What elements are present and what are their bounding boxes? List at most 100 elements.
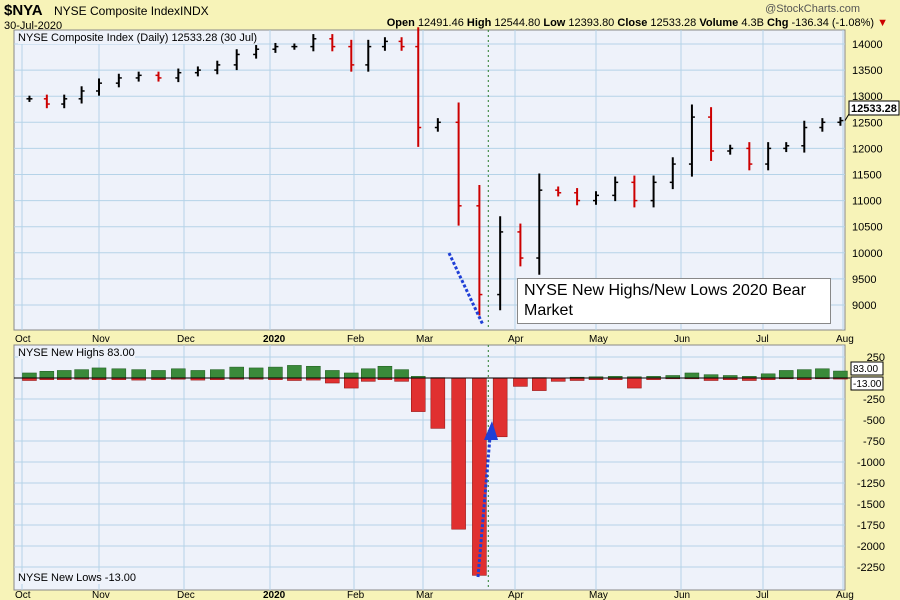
y-tick-label: -750 — [863, 436, 885, 448]
last-price-pointer — [844, 113, 850, 121]
new-highs-bar — [210, 369, 225, 379]
new-lows-bar — [394, 377, 409, 382]
new-highs-bar — [190, 370, 206, 379]
low-label: Low — [543, 17, 566, 29]
new-highs-bar — [325, 370, 340, 379]
new-highs-bar — [229, 366, 244, 379]
volume-value: 4.3B — [741, 17, 764, 29]
last-lows-box — [850, 376, 884, 391]
y-tick-label: 14000 — [852, 39, 883, 51]
new-highs-bar — [797, 369, 812, 379]
close-label: Close — [617, 17, 648, 29]
new-lows-bar — [513, 377, 528, 387]
breadth-panel — [13, 344, 846, 591]
down-arrow-icon: ▼ — [877, 17, 888, 29]
new-highs-bar — [344, 372, 359, 379]
last-highs-label: 83.00 — [853, 364, 878, 375]
x-tick-label: Apr — [508, 334, 524, 345]
y-tick-label: -1250 — [857, 478, 885, 490]
x-tick-label: Nov — [92, 334, 110, 345]
new-highs-bar — [394, 369, 409, 379]
new-lows-bar — [344, 377, 359, 389]
new-highs-bar — [131, 369, 146, 379]
x-tick-label: May — [589, 590, 608, 600]
x-tick-label: 2020 — [263, 334, 286, 345]
new-highs-bar — [268, 366, 283, 379]
y-tick-label: -250 — [863, 394, 885, 406]
new-highs-bar — [287, 365, 302, 379]
volume-label: Volume — [699, 17, 739, 29]
new-highs-bar — [377, 365, 393, 379]
new-highs-bar — [248, 367, 264, 379]
y-tick-label: 9000 — [852, 300, 876, 312]
new-lows-bar — [627, 377, 642, 389]
y-tick-label: 9500 — [852, 274, 876, 286]
new-highs-bar — [833, 370, 848, 379]
new-lows-bar — [550, 377, 566, 382]
y-tick-label: 13000 — [852, 91, 883, 103]
open-value: 12491.46 — [417, 17, 464, 29]
y-tick-label: -2250 — [857, 562, 885, 574]
new-highs-bar — [760, 373, 776, 379]
new-highs-bar — [703, 374, 719, 379]
brand-logo: @StockCharts.com — [765, 3, 860, 15]
x-tick-label: Feb — [347, 590, 365, 600]
last-price-box — [848, 100, 900, 116]
new-lows-bar — [532, 377, 547, 391]
x-tick-label: Mar — [416, 334, 434, 345]
lows-legend: NYSE New Lows -13.00 — [18, 572, 136, 584]
exchange: INDX — [180, 4, 209, 18]
high-value: 12544.80 — [494, 17, 541, 29]
index-name: NYSE Composite Index — [54, 4, 181, 18]
new-highs-bar — [684, 372, 700, 379]
new-lows-bar — [410, 377, 426, 412]
new-highs-bar — [815, 368, 830, 379]
y-tick-label: 11500 — [852, 170, 882, 182]
new-highs-bar — [74, 369, 89, 379]
x-tick-label: May — [589, 334, 608, 345]
last-lows-label: -13.00 — [853, 379, 882, 390]
y-tick-label: -500 — [863, 415, 885, 427]
x-tick-label: Jun — [674, 590, 690, 600]
x-tick-label: Jul — [756, 334, 769, 345]
new-lows-bar — [451, 377, 466, 530]
quote-line: Open 12491.46 High 12544.80 Low 12393.80… — [387, 17, 888, 29]
y-tick-label: 13500 — [852, 65, 883, 77]
y-tick-label: 12500 — [852, 117, 883, 129]
chg-label: Chg — [767, 17, 789, 29]
x-tick-label: Aug — [836, 334, 854, 345]
close-value: 12533.28 — [650, 17, 697, 29]
new-lows-bar — [325, 377, 340, 384]
y-tick-label: 12000 — [852, 143, 883, 155]
arrow-head-icon — [484, 421, 498, 440]
x-tick-label: Oct — [15, 334, 31, 345]
annotation-arrow-line — [476, 436, 492, 578]
x-tick-label: Jul — [756, 590, 769, 600]
y-tick-label: -2000 — [857, 541, 885, 553]
new-highs-bar — [111, 368, 127, 379]
x-tick-label: 2020 — [263, 590, 286, 600]
y-tick-label: -1000 — [857, 457, 885, 469]
new-highs-bar — [306, 365, 321, 379]
x-tick-label: Mar — [416, 590, 434, 600]
high-label: High — [466, 17, 492, 29]
new-lows-bar — [492, 377, 508, 438]
new-highs-bar — [39, 371, 55, 379]
new-highs-bar — [171, 368, 186, 379]
y-tick-label: 10500 — [852, 222, 883, 234]
y-tick-label: 250 — [867, 352, 885, 364]
new-highs-bar — [151, 370, 166, 379]
x-tick-label: Aug — [836, 590, 854, 600]
new-lows-bar — [361, 377, 376, 382]
last-highs-box — [850, 361, 884, 376]
y-tick-label: 10000 — [852, 248, 883, 260]
y-tick-label: -1750 — [857, 520, 885, 532]
price-legend: NYSE Composite Index (Daily) 12533.28 (3… — [18, 32, 258, 44]
new-highs-bar — [56, 370, 72, 379]
new-highs-bar — [361, 368, 376, 379]
open-label: Open — [386, 17, 415, 29]
x-tick-label: Dec — [177, 334, 195, 345]
last-price-label: 12533.28 — [851, 103, 897, 115]
